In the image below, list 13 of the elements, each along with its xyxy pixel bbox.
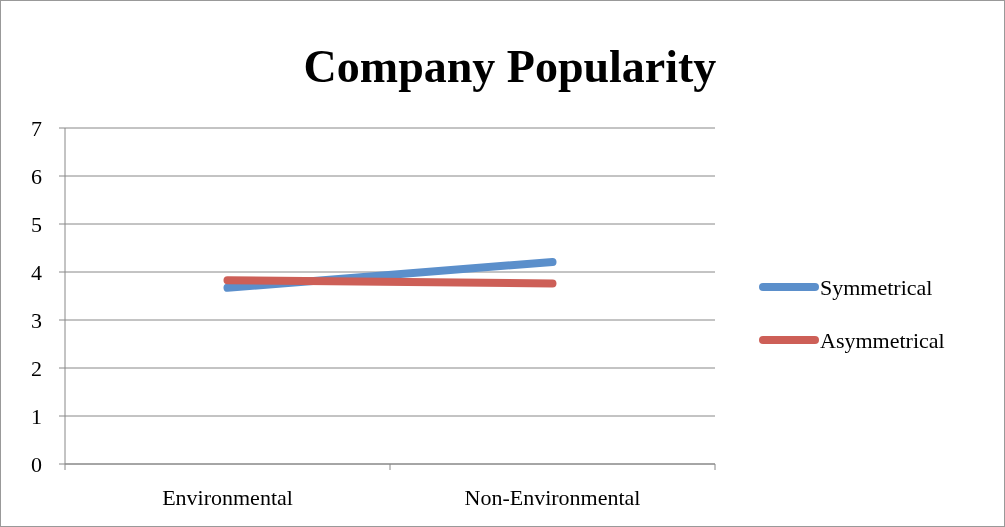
y-tick-label: 5 bbox=[31, 211, 42, 237]
legend-label: Asymmetrical bbox=[820, 327, 945, 353]
y-tick-label: 6 bbox=[31, 163, 42, 189]
y-tick-label: 3 bbox=[31, 307, 42, 333]
y-tick-label: 7 bbox=[31, 115, 42, 141]
y-tick-label: 4 bbox=[31, 259, 42, 285]
y-tick-label: 0 bbox=[31, 451, 42, 477]
chart-title: Company Popularity bbox=[303, 41, 717, 92]
x-tick-label: Non-Environmental bbox=[464, 485, 641, 510]
y-tick-label: 1 bbox=[31, 403, 42, 429]
legend-label: Symmetrical bbox=[820, 274, 933, 300]
y-tick-label: 2 bbox=[31, 355, 42, 381]
x-tick-label: Environmental bbox=[162, 485, 293, 510]
